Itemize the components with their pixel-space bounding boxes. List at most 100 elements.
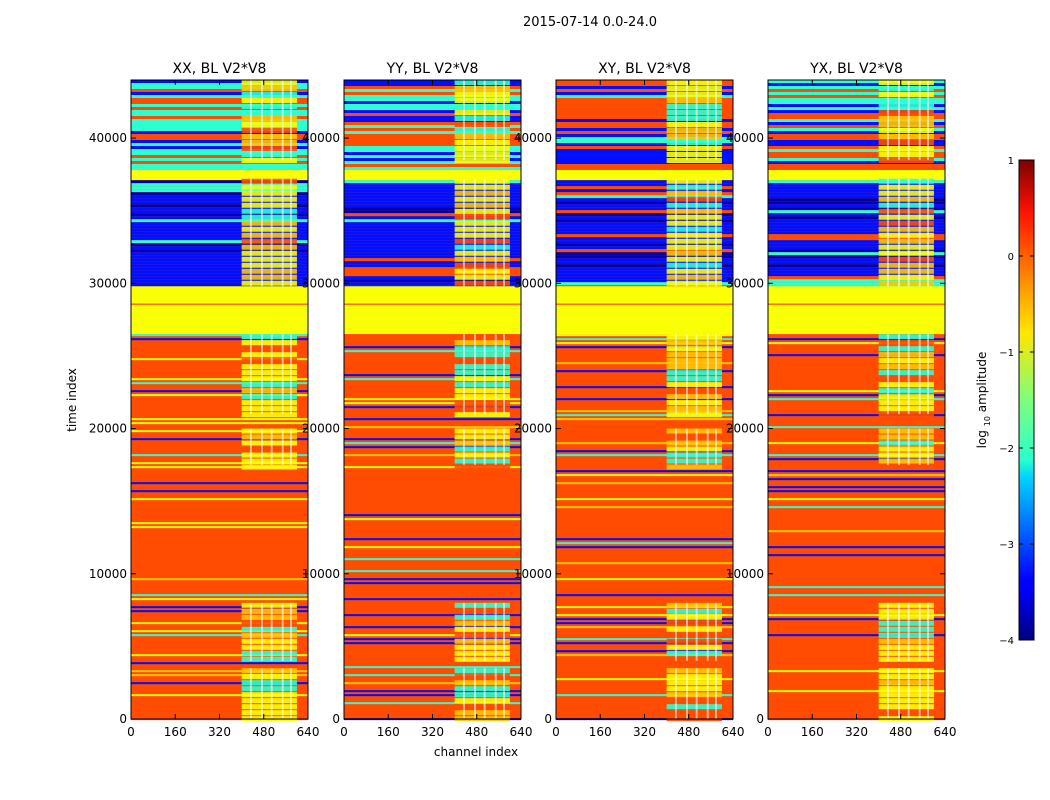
heatmap-block [241, 104, 297, 109]
heatmap-row [768, 338, 945, 341]
y-tick-label: 0 [756, 712, 764, 726]
heatmap-block [241, 400, 297, 406]
heatmap-row [131, 574, 308, 577]
heatmap-row [768, 486, 945, 489]
heatmap-row [768, 346, 945, 349]
heatmap-block [241, 608, 297, 614]
heatmap-row [131, 638, 308, 641]
heatmap-block [241, 626, 297, 632]
heatmap-row [344, 258, 521, 262]
heatmap-row [768, 598, 945, 601]
y-tick-label: 10000 [726, 567, 764, 581]
heatmap-row [131, 578, 308, 581]
heatmap-row [768, 458, 945, 461]
heatmap-block [666, 358, 722, 364]
heatmap-block [454, 710, 510, 716]
heatmap-block [241, 220, 297, 226]
heatmap-row [131, 249, 308, 253]
y-tick-label: 10000 [89, 567, 127, 581]
heatmap-block [454, 464, 510, 470]
heatmap-row [556, 279, 733, 283]
heatmap-block [878, 388, 934, 394]
heatmap-row [344, 222, 521, 226]
heatmap-row [344, 216, 521, 220]
panel-xy: XY, BL V2*V8 0 160 320 480 640 0 10000 20000 3000… [514, 61, 745, 739]
heatmap-row [556, 231, 733, 235]
heatmap-row [768, 128, 945, 131]
heatmap-gap [927, 428, 930, 465]
heatmap-block [878, 80, 934, 85]
heatmap-row [556, 92, 733, 95]
y-tick-label: 30000 [89, 276, 127, 290]
heatmap-block [878, 146, 934, 151]
heatmap-row [768, 502, 945, 505]
heatmap-block [666, 140, 722, 145]
heatmap-block [454, 704, 510, 710]
heatmap-block [666, 656, 722, 662]
heatmap-block [878, 232, 934, 238]
heatmap-block [241, 632, 297, 638]
heatmap-row [131, 134, 308, 137]
heatmap-block [878, 110, 934, 115]
heatmap-row [556, 494, 733, 497]
heatmap-gap [494, 178, 497, 287]
heatmap-block [241, 98, 297, 103]
heatmap-row [556, 149, 733, 152]
heatmap-gap [918, 428, 921, 465]
heatmap-row [556, 225, 733, 229]
heatmap-row [768, 614, 945, 617]
heatmap-band [131, 170, 308, 181]
heatmap-row [344, 710, 521, 713]
heatmap-row [556, 574, 733, 577]
heatmap-block [241, 620, 297, 626]
heatmap-row [768, 678, 945, 681]
heatmap-row [556, 140, 733, 143]
heatmap-row [556, 107, 733, 110]
heatmap-row [344, 137, 521, 140]
heatmap-row [768, 270, 945, 274]
heatmap-block [454, 656, 510, 662]
heatmap-block [878, 280, 934, 286]
x-tick-label: 640 [510, 725, 533, 739]
heatmap-row [556, 122, 733, 125]
heatmap-gap [715, 428, 718, 465]
heatmap-row [556, 398, 733, 401]
heatmap-row [131, 161, 308, 164]
heatmap-gap [249, 334, 252, 415]
colorbar: 10−1−2−3−4 log 10 amplitude [975, 156, 1035, 647]
heatmap-gap [695, 178, 698, 287]
heatmap-gap [706, 334, 709, 415]
heatmap-block [454, 214, 510, 220]
heatmap-row [344, 430, 521, 433]
heatmap-block [241, 244, 297, 250]
heatmap-block [666, 158, 722, 163]
heatmap-row [768, 646, 945, 649]
heatmap-row [131, 590, 308, 593]
heatmap-row [556, 219, 733, 223]
heatmap-row [768, 192, 945, 196]
heatmap-row [768, 434, 945, 437]
heatmap-row [344, 654, 521, 657]
heatmap-block [666, 256, 722, 262]
heatmap-row [768, 618, 945, 621]
heatmap-row [344, 598, 521, 601]
heatmap-row [768, 186, 945, 190]
heatmap-row [344, 390, 521, 393]
heatmap-gap [685, 602, 688, 661]
heatmap-row [131, 554, 308, 557]
heatmap-gap [290, 668, 293, 719]
heatmap-row [768, 158, 945, 161]
heatmap-block [878, 226, 934, 232]
heatmap-block [666, 364, 722, 370]
heatmap-gap [927, 602, 930, 661]
heatmap-block [241, 80, 297, 85]
heatmap-block [666, 134, 722, 139]
heatmap-row [768, 189, 945, 193]
heatmap-row [131, 558, 308, 561]
heatmap-block [454, 98, 510, 103]
heatmap-row [131, 426, 308, 429]
heatmap-row [131, 634, 308, 637]
heatmap-row [768, 104, 945, 107]
heatmap-block [241, 116, 297, 121]
heatmap-row [344, 402, 521, 405]
